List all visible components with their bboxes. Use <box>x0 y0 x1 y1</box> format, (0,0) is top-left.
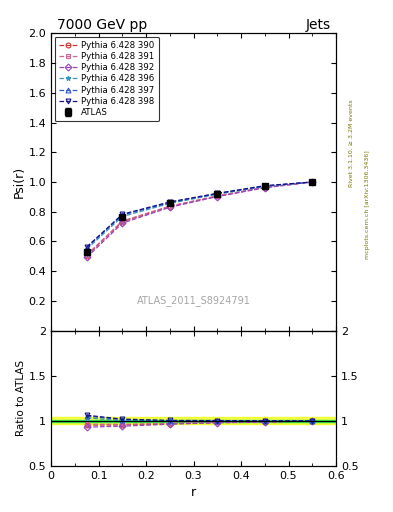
Pythia 6.428 392 <box>84 254 89 261</box>
Pythia 6.428 397 <box>263 183 267 189</box>
Text: 7000 GeV pp: 7000 GeV pp <box>57 18 147 32</box>
Pythia 6.428 391 <box>84 252 89 258</box>
X-axis label: r: r <box>191 486 196 499</box>
Line: Pythia 6.428 397: Pythia 6.428 397 <box>84 180 315 250</box>
Pythia 6.428 392 <box>215 194 220 200</box>
Pythia 6.428 397 <box>310 179 315 185</box>
Pythia 6.428 396 <box>167 200 172 206</box>
Pythia 6.428 390 <box>215 193 220 199</box>
Pythia 6.428 397 <box>215 190 220 197</box>
Pythia 6.428 390 <box>84 252 89 259</box>
Text: ATLAS_2011_S8924791: ATLAS_2011_S8924791 <box>137 295 250 306</box>
Pythia 6.428 391 <box>310 179 315 185</box>
Pythia 6.428 392 <box>167 204 172 210</box>
Line: Pythia 6.428 391: Pythia 6.428 391 <box>84 180 315 258</box>
Pythia 6.428 398 <box>215 190 220 197</box>
Pythia 6.428 392 <box>120 220 125 226</box>
Text: Jets: Jets <box>305 18 330 32</box>
Pythia 6.428 391 <box>263 184 267 190</box>
Pythia 6.428 396 <box>310 179 315 185</box>
Legend: Pythia 6.428 390, Pythia 6.428 391, Pythia 6.428 392, Pythia 6.428 396, Pythia 6: Pythia 6.428 390, Pythia 6.428 391, Pyth… <box>55 37 159 121</box>
Pythia 6.428 398 <box>120 211 125 218</box>
Pythia 6.428 390 <box>263 184 267 190</box>
Pythia 6.428 397 <box>120 212 125 218</box>
Pythia 6.428 391 <box>215 193 220 199</box>
Pythia 6.428 396 <box>120 214 125 220</box>
Line: Pythia 6.428 396: Pythia 6.428 396 <box>84 180 315 252</box>
Line: Pythia 6.428 398: Pythia 6.428 398 <box>84 180 315 249</box>
Pythia 6.428 390 <box>310 179 315 185</box>
Pythia 6.428 396 <box>215 191 220 197</box>
Pythia 6.428 397 <box>167 200 172 206</box>
Text: mcplots.cern.ch [arXiv:1306.3436]: mcplots.cern.ch [arXiv:1306.3436] <box>365 151 370 259</box>
Pythia 6.428 391 <box>167 203 172 209</box>
Pythia 6.428 391 <box>120 218 125 224</box>
Pythia 6.428 396 <box>84 246 89 252</box>
Pythia 6.428 397 <box>84 245 89 251</box>
Pythia 6.428 392 <box>263 185 267 191</box>
Y-axis label: Ratio to ATLAS: Ratio to ATLAS <box>16 360 26 436</box>
Pythia 6.428 390 <box>167 203 172 209</box>
Y-axis label: Psi(r): Psi(r) <box>13 166 26 198</box>
Pythia 6.428 392 <box>310 179 315 185</box>
Text: Rivet 3.1.10, ≥ 3.2M events: Rivet 3.1.10, ≥ 3.2M events <box>349 99 354 187</box>
Pythia 6.428 396 <box>263 183 267 189</box>
Line: Pythia 6.428 390: Pythia 6.428 390 <box>84 180 315 258</box>
Pythia 6.428 398 <box>310 179 315 185</box>
Pythia 6.428 390 <box>120 219 125 225</box>
Line: Pythia 6.428 392: Pythia 6.428 392 <box>84 180 315 260</box>
Pythia 6.428 398 <box>84 244 89 250</box>
Pythia 6.428 398 <box>167 199 172 205</box>
Pythia 6.428 398 <box>263 183 267 189</box>
